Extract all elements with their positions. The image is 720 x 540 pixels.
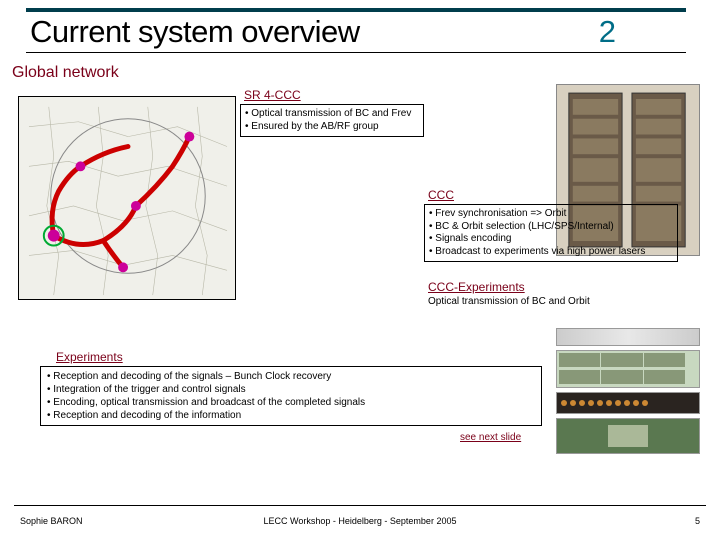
footer-divider <box>14 505 706 506</box>
experiments-heading: Experiments <box>56 350 123 364</box>
slide-title: Current system overview <box>30 14 360 50</box>
exp-bullet-2: • Integration of the trigger and control… <box>47 383 535 396</box>
hardware-board-photo-2 <box>556 350 700 388</box>
sr4-bullet-1: • Optical transmission of BC and Frev <box>245 108 419 121</box>
ccc-bullet-2: • BC & Orbit selection (LHC/SPS/Internal… <box>429 221 673 234</box>
ccc-exp-heading: CCC-Experiments <box>428 280 525 294</box>
sr4-box: • Optical transmission of BC and Frev • … <box>240 104 424 137</box>
hardware-board-photo-4 <box>556 418 700 454</box>
ccc-bullet-4: • Broadcast to experiments via high powe… <box>429 246 673 259</box>
ccc-exp-text: Optical transmission of BC and Orbit <box>428 296 590 307</box>
ccc-box: • Frev synchronisation => Orbit • BC & O… <box>424 204 678 262</box>
hardware-panel-photo-3 <box>556 392 700 414</box>
slide-number: 2 <box>599 14 616 50</box>
title-bar: Current system overview 2 <box>26 8 686 53</box>
ccc-heading: CCC <box>428 188 454 202</box>
sr4-heading: SR 4-CCC <box>244 88 301 102</box>
see-next-link[interactable]: see next slide <box>460 432 521 443</box>
exp-bullet-3: • Encoding, optical transmission and bro… <box>47 396 535 409</box>
footer-event: LECC Workshop - Heidelberg - September 2… <box>0 516 720 526</box>
experiments-box: • Reception and decoding of the signals … <box>40 366 542 426</box>
hardware-module-photo-1 <box>556 328 700 346</box>
exp-bullet-4: • Reception and decoding of the informat… <box>47 409 535 422</box>
map-figure <box>18 96 236 300</box>
ccc-bullet-1: • Frev synchronisation => Orbit <box>429 208 673 221</box>
subtitle: Global network <box>12 64 119 82</box>
site-map-icon <box>19 97 235 299</box>
footer-page: 5 <box>695 516 700 526</box>
hardware-photos-stack <box>556 328 700 454</box>
ccc-bullet-3: • Signals encoding <box>429 233 673 246</box>
sr4-bullet-2: • Ensured by the AB/RF group <box>245 121 419 134</box>
exp-bullet-1: • Reception and decoding of the signals … <box>47 370 535 383</box>
